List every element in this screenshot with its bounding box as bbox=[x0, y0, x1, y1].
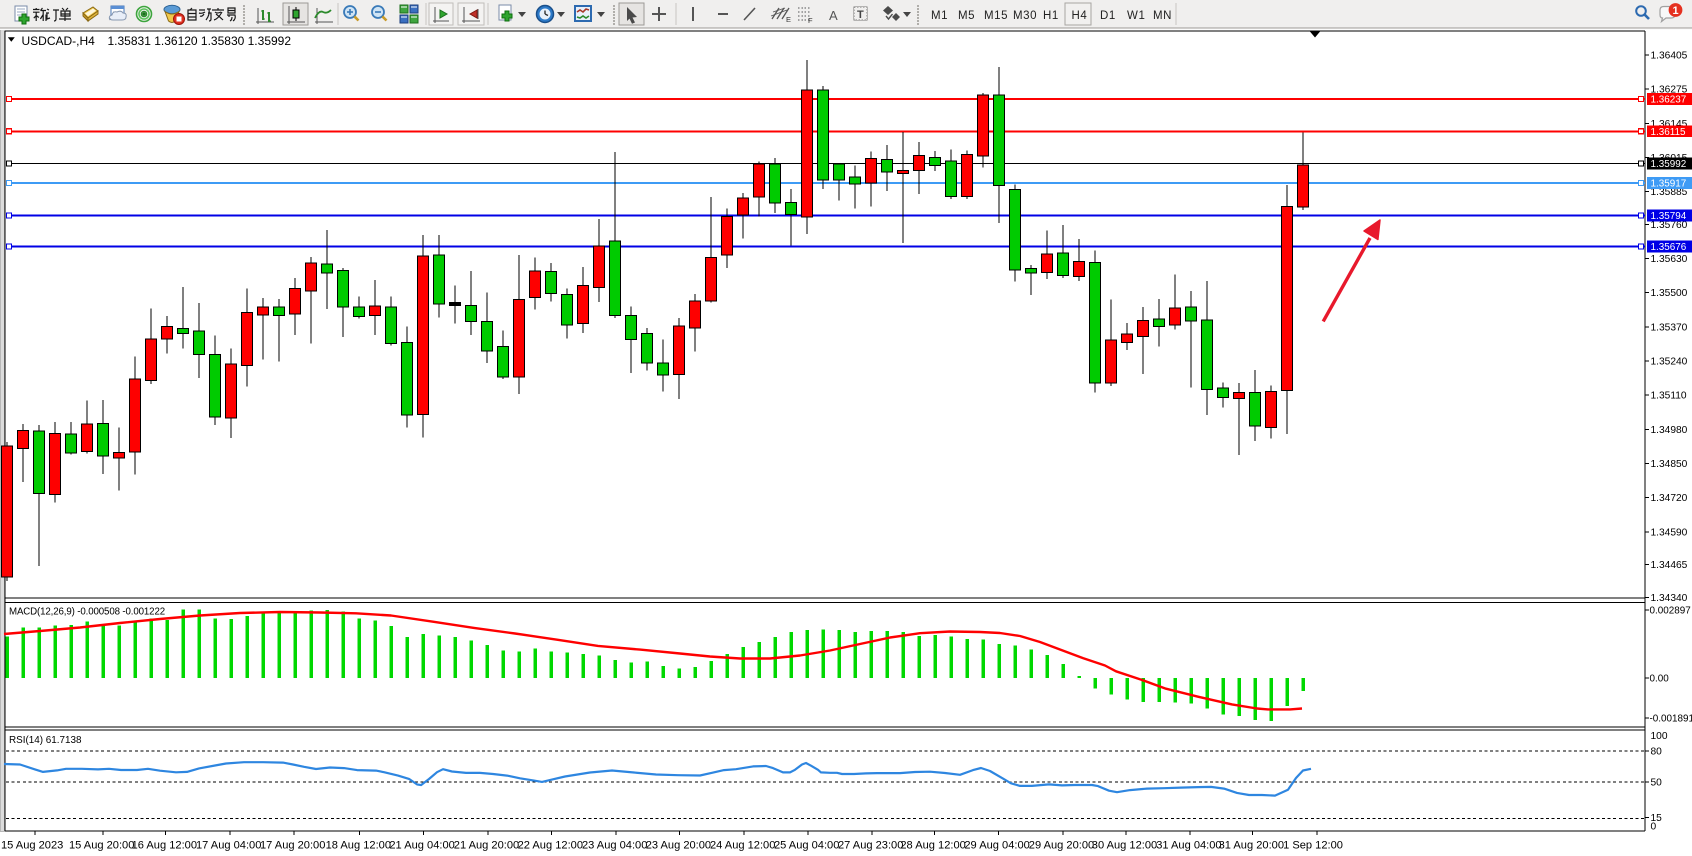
svg-text:23 Aug 20:00: 23 Aug 20:00 bbox=[646, 840, 711, 852]
svg-text:18 Aug 12:00: 18 Aug 12:00 bbox=[326, 840, 391, 852]
svg-text:1.36237: 1.36237 bbox=[1651, 95, 1687, 106]
svg-text:28 Aug 12:00: 28 Aug 12:00 bbox=[900, 840, 965, 852]
svg-text:16 Aug 12:00: 16 Aug 12:00 bbox=[132, 840, 197, 852]
svg-text:M30: M30 bbox=[1013, 10, 1037, 22]
svg-text:D1: D1 bbox=[1100, 10, 1116, 22]
svg-text:1.35831 1.36120 1.35830 1.3599: 1.35831 1.36120 1.35830 1.35992 bbox=[108, 34, 292, 48]
svg-text:1.35676: 1.35676 bbox=[1651, 242, 1687, 253]
svg-text:MACD(12,26,9) -0.000508 -0.001: MACD(12,26,9) -0.000508 -0.001222 bbox=[9, 607, 165, 618]
svg-text:USDCAD-,H4: USDCAD-,H4 bbox=[22, 34, 96, 48]
svg-text:1.36145: 1.36145 bbox=[1651, 119, 1688, 130]
svg-text:M1: M1 bbox=[931, 10, 948, 22]
svg-text:RSI(14) 61.7138: RSI(14) 61.7138 bbox=[9, 735, 82, 746]
svg-text:1.34340: 1.34340 bbox=[1651, 593, 1688, 604]
svg-text:15 Aug 2023: 15 Aug 2023 bbox=[1, 840, 63, 852]
svg-text:1.35760: 1.35760 bbox=[1651, 220, 1688, 231]
svg-text:A: A bbox=[829, 8, 838, 23]
svg-text:E: E bbox=[786, 15, 791, 24]
svg-text:1.34465: 1.34465 bbox=[1651, 560, 1688, 571]
svg-text:50: 50 bbox=[1651, 778, 1663, 789]
svg-text:23 Aug 04:00: 23 Aug 04:00 bbox=[582, 840, 647, 852]
svg-text:1 Sep 12:00: 1 Sep 12:00 bbox=[1283, 840, 1343, 852]
svg-text:25 Aug 04:00: 25 Aug 04:00 bbox=[774, 840, 839, 852]
svg-text:T: T bbox=[857, 9, 864, 21]
svg-text:H1: H1 bbox=[1043, 10, 1059, 22]
svg-text:22 Aug 12:00: 22 Aug 12:00 bbox=[518, 840, 583, 852]
svg-text:1.35794: 1.35794 bbox=[1651, 211, 1687, 222]
svg-text:29 Aug 04:00: 29 Aug 04:00 bbox=[964, 840, 1029, 852]
svg-text:24 Aug 12:00: 24 Aug 12:00 bbox=[710, 840, 775, 852]
svg-text:1.35630: 1.35630 bbox=[1651, 254, 1688, 265]
svg-text:1.35917: 1.35917 bbox=[1651, 179, 1687, 190]
svg-text:-0.001891: -0.001891 bbox=[1650, 714, 1692, 725]
svg-text:15: 15 bbox=[1651, 813, 1663, 824]
svg-text:0.002897: 0.002897 bbox=[1650, 606, 1691, 617]
svg-text:21 Aug 20:00: 21 Aug 20:00 bbox=[454, 840, 519, 852]
svg-text:100: 100 bbox=[1651, 731, 1668, 742]
svg-text:1.35110: 1.35110 bbox=[1651, 391, 1687, 402]
svg-text:H4: H4 bbox=[1072, 10, 1088, 22]
svg-text:1: 1 bbox=[1672, 5, 1678, 17]
svg-text:0: 0 bbox=[1651, 822, 1657, 833]
svg-text:1.34590: 1.34590 bbox=[1651, 527, 1688, 538]
svg-text:F: F bbox=[808, 16, 813, 25]
svg-text:17 Aug 20:00: 17 Aug 20:00 bbox=[260, 840, 325, 852]
svg-text:0.00: 0.00 bbox=[1650, 674, 1670, 685]
svg-text:31 Aug 04:00: 31 Aug 04:00 bbox=[1156, 840, 1221, 852]
svg-text:80: 80 bbox=[1651, 747, 1663, 758]
svg-text:1.35500: 1.35500 bbox=[1651, 288, 1688, 299]
svg-text:31 Aug 20:00: 31 Aug 20:00 bbox=[1219, 840, 1284, 852]
svg-text:MN: MN bbox=[1153, 10, 1172, 22]
svg-text:1.36115: 1.36115 bbox=[1651, 127, 1686, 138]
svg-text:M15: M15 bbox=[984, 10, 1008, 22]
svg-text:27 Aug 23:00: 27 Aug 23:00 bbox=[838, 840, 903, 852]
svg-text:1.35370: 1.35370 bbox=[1651, 322, 1688, 333]
svg-text:17 Aug 04:00: 17 Aug 04:00 bbox=[196, 840, 261, 852]
svg-text:1.35240: 1.35240 bbox=[1651, 357, 1688, 368]
svg-text:29 Aug 20:00: 29 Aug 20:00 bbox=[1029, 840, 1094, 852]
svg-text:W1: W1 bbox=[1127, 10, 1145, 22]
svg-text:1.34980: 1.34980 bbox=[1651, 425, 1688, 436]
svg-text:1.36275: 1.36275 bbox=[1651, 85, 1688, 96]
svg-text:M5: M5 bbox=[958, 10, 975, 22]
svg-text:1.36405: 1.36405 bbox=[1651, 51, 1688, 62]
svg-text:1.35885: 1.35885 bbox=[1651, 187, 1688, 198]
svg-text:21 Aug 04:00: 21 Aug 04:00 bbox=[389, 840, 454, 852]
svg-text:1.34720: 1.34720 bbox=[1651, 493, 1688, 504]
svg-text:1.34850: 1.34850 bbox=[1651, 459, 1688, 470]
svg-text:1.35992: 1.35992 bbox=[1651, 159, 1687, 170]
svg-text:15 Aug 20:00: 15 Aug 20:00 bbox=[69, 840, 134, 852]
svg-text:30 Aug 12:00: 30 Aug 12:00 bbox=[1092, 840, 1157, 852]
